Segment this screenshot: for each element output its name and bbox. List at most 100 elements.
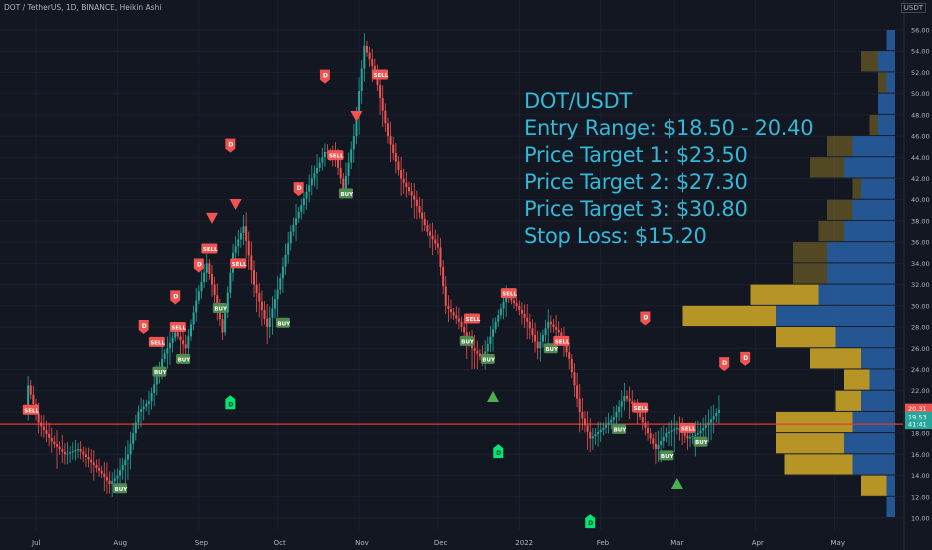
candle-body bbox=[142, 406, 145, 410]
y-tick-label: 28.00 bbox=[911, 324, 930, 332]
buy-signal bbox=[543, 343, 558, 354]
buy-signal-label: BUY bbox=[277, 321, 291, 327]
candle-body bbox=[631, 401, 634, 404]
candle-body bbox=[502, 301, 505, 309]
y-tick-label: 48.00 bbox=[911, 111, 930, 119]
volume-profile-sell-bar bbox=[852, 454, 895, 475]
buy-signal-label: BUY bbox=[178, 357, 192, 363]
candle-body bbox=[602, 427, 605, 430]
candle-body bbox=[694, 434, 697, 436]
candle-body bbox=[48, 433, 51, 438]
candle-body bbox=[476, 350, 479, 354]
candle-body bbox=[439, 247, 442, 267]
d-down-marker bbox=[138, 320, 149, 335]
x-tick-label: Sep bbox=[195, 539, 209, 547]
buy-signal bbox=[176, 353, 191, 364]
candle-body bbox=[520, 309, 523, 314]
sell-signal bbox=[201, 243, 218, 254]
candle-body bbox=[305, 191, 308, 199]
candle-body bbox=[675, 427, 678, 430]
candle-body bbox=[410, 191, 413, 196]
candle-body bbox=[541, 335, 544, 342]
volume-profile-buy-bar bbox=[750, 284, 819, 305]
d-down-marker bbox=[293, 182, 304, 197]
volume-profile-buy-bar bbox=[869, 114, 878, 136]
down-triangle-marker bbox=[229, 199, 242, 211]
candle-body bbox=[184, 344, 187, 349]
candle-body bbox=[205, 263, 208, 273]
y-tick-label: 56.00 bbox=[911, 27, 930, 35]
candle-body bbox=[176, 332, 179, 337]
candle-body bbox=[450, 309, 453, 313]
candle-body bbox=[604, 425, 607, 428]
volume-profile-buy-bar bbox=[878, 72, 887, 93]
candle-body bbox=[255, 284, 258, 294]
candle-body bbox=[394, 153, 397, 162]
d-down-marker-label: D bbox=[323, 73, 328, 80]
candle-body bbox=[182, 340, 185, 345]
candle-body bbox=[665, 433, 668, 438]
candle-body bbox=[715, 412, 718, 417]
candle-body bbox=[323, 152, 326, 158]
volume-profile-buy-bar bbox=[784, 454, 853, 475]
buy-signal-label: BUY bbox=[545, 347, 559, 353]
price-axis-label: 20.31 bbox=[908, 405, 927, 413]
sell-signal-label: SELL bbox=[24, 408, 39, 414]
d-down-marker-label: D bbox=[173, 293, 178, 300]
candle-body bbox=[150, 392, 153, 402]
candle-body bbox=[673, 429, 676, 431]
volume-profile-sell-bar bbox=[852, 411, 895, 433]
candle-body bbox=[189, 324, 192, 337]
candle-body bbox=[347, 162, 350, 176]
candle-body bbox=[300, 205, 303, 212]
y-tick-label: 46.00 bbox=[911, 133, 930, 141]
candle-body bbox=[365, 45, 368, 53]
candle-body bbox=[549, 321, 552, 325]
candle-body bbox=[363, 45, 366, 69]
candle-body bbox=[615, 411, 618, 418]
candle-body bbox=[407, 187, 410, 192]
candle-body bbox=[260, 301, 263, 311]
d-up-marker bbox=[493, 444, 504, 459]
candle-body bbox=[224, 312, 227, 333]
d-down-marker bbox=[170, 290, 181, 305]
candle-body bbox=[316, 167, 319, 174]
candle-body bbox=[250, 255, 253, 271]
y-tick-label: 26.00 bbox=[911, 345, 930, 353]
candle-body bbox=[100, 470, 103, 474]
y-tick-label: 30.00 bbox=[911, 302, 930, 310]
sell-signal bbox=[500, 288, 517, 299]
candle-body bbox=[670, 430, 673, 432]
volume-profile-sell-bar bbox=[886, 30, 895, 51]
candle-body bbox=[208, 263, 211, 274]
candle-body bbox=[161, 358, 164, 368]
buy-signal-label: BUY bbox=[482, 357, 496, 363]
candle-body bbox=[389, 136, 392, 145]
volume-profile-sell-bar bbox=[852, 199, 895, 220]
candle-body bbox=[119, 470, 122, 476]
candle-body bbox=[103, 473, 106, 477]
candle-body bbox=[352, 136, 355, 150]
x-tick-label: Dec bbox=[434, 539, 448, 547]
currency-label: USDT bbox=[900, 3, 926, 13]
candle-body bbox=[295, 218, 298, 225]
volume-profile-sell-bar bbox=[776, 305, 895, 327]
sell-signal bbox=[230, 258, 247, 269]
candle-body bbox=[129, 443, 132, 455]
volume-profile-buy-bar bbox=[776, 411, 853, 433]
volume-profile-buy-bar bbox=[835, 390, 861, 411]
d-down-marker-label: D bbox=[643, 315, 648, 322]
candle-body bbox=[717, 409, 720, 413]
candle-body bbox=[258, 293, 261, 302]
price-axis-label-bg bbox=[905, 403, 932, 414]
candle-body bbox=[668, 431, 671, 434]
sell-signal bbox=[169, 322, 186, 333]
sell-signal bbox=[22, 404, 39, 415]
volume-profile-sell-bar bbox=[869, 369, 895, 390]
sell-signal bbox=[632, 402, 649, 413]
candle-body bbox=[210, 274, 213, 285]
candle-body bbox=[247, 240, 250, 256]
buy-signal bbox=[212, 302, 227, 313]
sell-signal bbox=[148, 336, 165, 347]
